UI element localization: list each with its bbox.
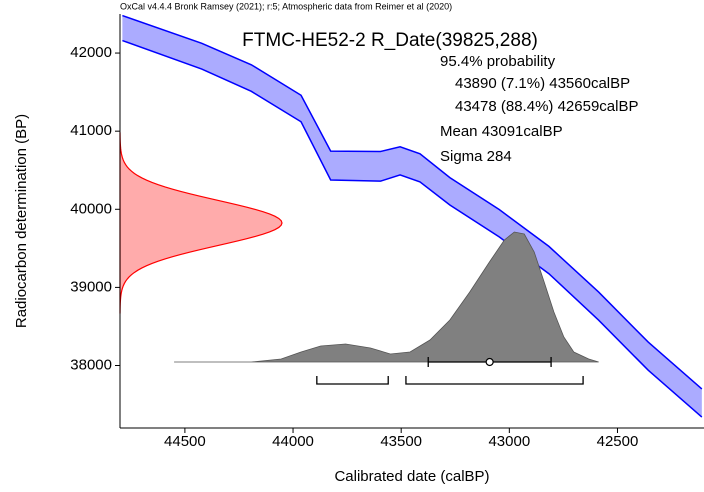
x-tick-label: 43500 bbox=[380, 433, 422, 450]
calibration-band bbox=[122, 15, 702, 418]
summary-line: 43478 (88.4%) 42659calBP bbox=[455, 98, 638, 115]
y-tick-label: 39000 bbox=[70, 278, 112, 295]
summary-line: Mean 43091calBP bbox=[440, 123, 563, 140]
range-bar bbox=[316, 376, 389, 385]
range-bar bbox=[405, 376, 584, 385]
x-tick-label: 44500 bbox=[164, 433, 206, 450]
x-axis-label: Calibrated date (calBP) bbox=[334, 468, 489, 485]
y-tick-label: 42000 bbox=[70, 44, 112, 61]
y-axis-label: Radiocarbon determination (BP) bbox=[13, 114, 30, 328]
summary-line: 43890 (7.1%) 43560calBP bbox=[455, 75, 630, 92]
calibration-upper-edge bbox=[122, 14, 703, 390]
mean-marker bbox=[485, 357, 494, 367]
chart-note: OxCal v4.4.4 Bronk Ramsey (2021); r:5; A… bbox=[120, 1, 452, 11]
summary-line: 95.4% probability bbox=[440, 53, 556, 70]
date-distribution bbox=[119, 132, 283, 314]
chart-title: FTMC-HE52-2 R_Date(39825,288) bbox=[242, 30, 538, 51]
calibration-lower-edge bbox=[122, 39, 703, 418]
y-tick-label: 41000 bbox=[70, 122, 112, 139]
summary-line: Sigma 284 bbox=[440, 148, 512, 165]
y-tick-label: 38000 bbox=[70, 356, 112, 373]
x-tick-label: 43000 bbox=[488, 433, 530, 450]
y-tick-label: 40000 bbox=[70, 200, 112, 217]
x-tick-label: 44000 bbox=[272, 433, 314, 450]
calibrated-distribution bbox=[174, 231, 599, 363]
x-tick-label: 42500 bbox=[597, 433, 639, 450]
